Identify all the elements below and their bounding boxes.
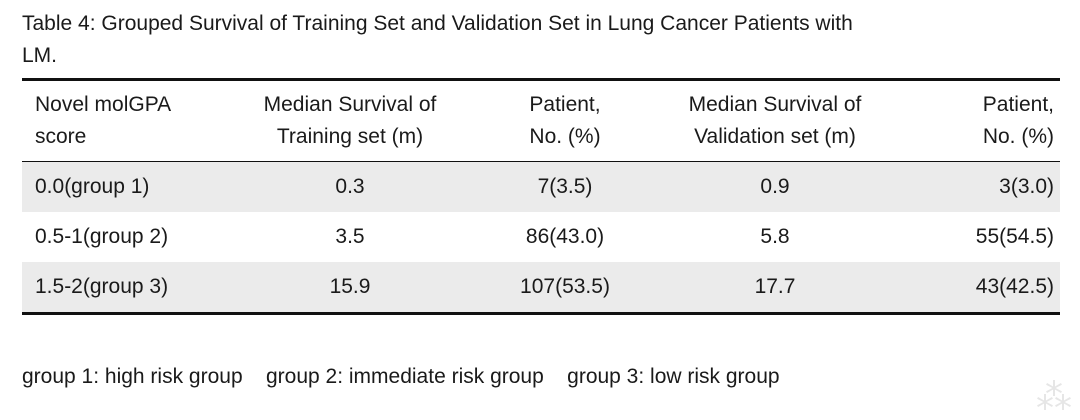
cell-training-survival: 15.9 [230,262,470,315]
table-row: 1.5-2(group 3) 15.9 107(53.5) 17.7 43(42… [22,262,1060,315]
cell-validation-patients: 3(3.0) [890,161,1060,212]
cell-training-patients: 7(3.5) [470,161,660,212]
cell-score: 0.5-1(group 2) [35,225,169,248]
cell-validation-patients: 55(54.5) [975,225,1054,248]
cell-training-patients: 86(43.0) [525,225,605,248]
table-header: Novel molGPA score Median Survival of Tr… [22,79,1060,162]
table-caption: Table 4: Grouped Survival of Training Se… [22,8,1062,72]
footnote-group-2: group 2: immediate risk group [265,365,544,388]
cell-training-survival: 0.3 [230,161,470,212]
survival-table: Novel molGPA score Median Survival of Tr… [22,78,1060,315]
cell-score: 0.0(group 1) [22,161,230,212]
header-validation-survival: Median Survival of Validation set (m) [688,93,862,148]
caption-line-2: LM. [22,44,58,67]
header-training-patients: Patient, No. (%) [529,93,601,148]
header-validation-patients: Patient, No. (%) [982,93,1054,148]
cell-score: 1.5-2(group 3) [22,262,230,315]
footnote-group-3: group 3: low risk group [567,365,780,388]
table-row: 0.0(group 1) 0.3 7(3.5) 0.9 3(3.0) [22,161,1060,212]
table-footnote: group 1: high risk group group 2: immedi… [22,361,780,393]
header-row: Novel molGPA score Median Survival of Tr… [22,79,1060,162]
cell-training-survival: 3.5 [335,225,365,248]
header-training-survival: Median Survival of Training set (m) [263,93,437,148]
table-row: 0.5-1(group 2) 3.5 86(43.0) 5.8 55(54.5) [22,212,1060,262]
watermark-mark: ⁂ [1036,376,1072,417]
caption-line-1: Table 4: Grouped Survival of Training Se… [22,12,853,35]
cell-validation-survival: 0.9 [660,161,890,212]
table-body: 0.0(group 1) 0.3 7(3.5) 0.9 3(3.0) 0.5-1… [22,161,1060,315]
cell-training-patients: 107(53.5) [470,262,660,315]
footnote-group-1: group 1: high risk group [22,365,243,388]
cell-validation-survival: 17.7 [660,262,890,315]
header-score: Novel molGPA score [35,93,172,148]
cell-validation-patients: 43(42.5) [890,262,1060,315]
cell-validation-survival: 5.8 [760,225,790,248]
